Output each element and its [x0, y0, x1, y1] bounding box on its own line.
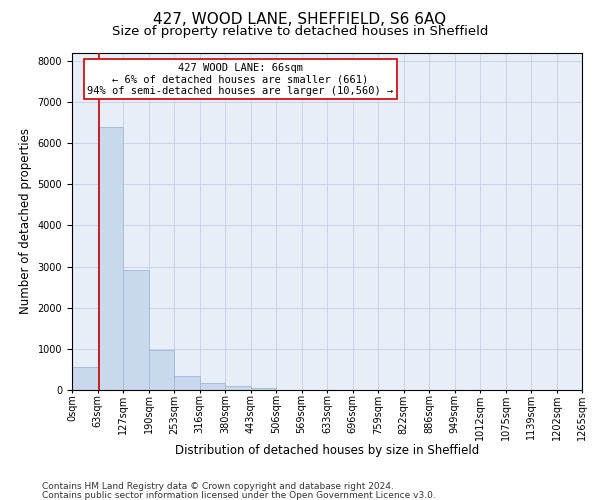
- Bar: [149, 350, 174, 390]
- Text: Contains HM Land Registry data © Crown copyright and database right 2024.: Contains HM Land Registry data © Crown c…: [42, 482, 394, 491]
- Bar: [97, 128, 123, 390]
- X-axis label: Distribution of detached houses by size in Sheffield: Distribution of detached houses by size …: [175, 444, 479, 457]
- Bar: [123, 270, 149, 390]
- Bar: [225, 386, 251, 390]
- Bar: [72, 368, 97, 390]
- Y-axis label: Number of detached properties: Number of detached properties: [19, 128, 32, 314]
- Text: 427, WOOD LANE, SHEFFIELD, S6 6AQ: 427, WOOD LANE, SHEFFIELD, S6 6AQ: [154, 12, 446, 28]
- Text: Contains public sector information licensed under the Open Government Licence v3: Contains public sector information licen…: [42, 490, 436, 500]
- Text: 427 WOOD LANE: 66sqm
← 6% of detached houses are smaller (661)
94% of semi-detac: 427 WOOD LANE: 66sqm ← 6% of detached ho…: [87, 62, 394, 96]
- Bar: [174, 376, 199, 390]
- Bar: [251, 388, 276, 390]
- Bar: [199, 383, 225, 390]
- Text: Size of property relative to detached houses in Sheffield: Size of property relative to detached ho…: [112, 25, 488, 38]
